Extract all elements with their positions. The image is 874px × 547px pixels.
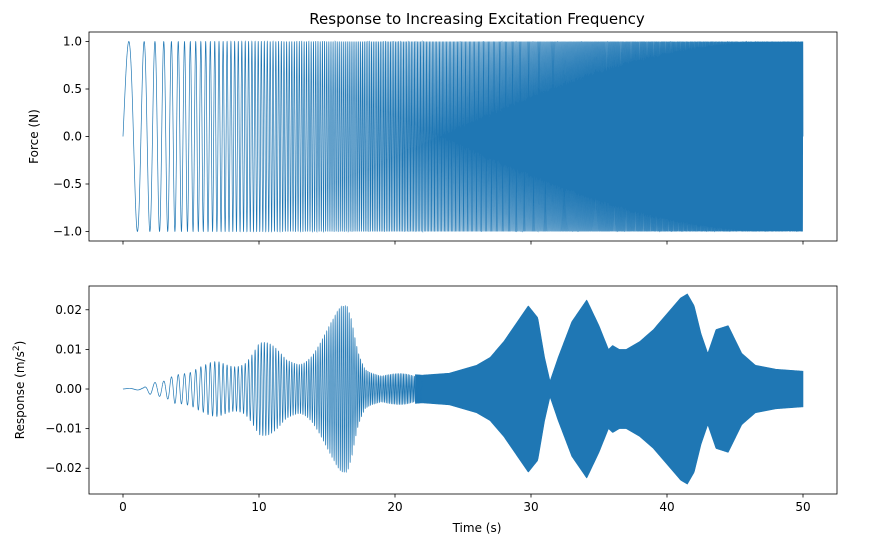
- y-tick-label: 0.5: [63, 82, 82, 96]
- y-tick-label: −1.0: [53, 225, 82, 239]
- x-tick-label: 30: [523, 500, 538, 514]
- y-tick-label: 0.0: [63, 130, 82, 144]
- y-tick-label: 1.0: [63, 35, 82, 49]
- response-series-fill: [415, 293, 804, 485]
- y-tick-label: 0.01: [55, 342, 82, 356]
- x-tick-label: 20: [387, 500, 402, 514]
- y-tick-label: 0.02: [55, 303, 82, 317]
- x-tick-label: 0: [119, 500, 127, 514]
- chart-title: Response to Increasing Excitation Freque…: [309, 10, 645, 28]
- response-ylabel: Response (m/s2): [12, 341, 27, 440]
- y-tick-label: 0.00: [55, 382, 82, 396]
- force-ylabel: Force (N): [27, 109, 41, 164]
- y-tick-label: −0.01: [45, 422, 82, 436]
- force-axes: 1.0 0.5 0.0 −0.5 −1.0 Force (N): [27, 31, 838, 245]
- x-tick-label: 40: [659, 500, 674, 514]
- y-tick-label: −0.5: [53, 177, 82, 191]
- response-series-line: [122, 304, 423, 474]
- response-xlabel: Time (s): [452, 521, 502, 535]
- force-series-line: [122, 40, 804, 233]
- response-axes-frame: [88, 285, 838, 495]
- x-tick-label: 10: [251, 500, 266, 514]
- x-tick-label: 50: [795, 500, 810, 514]
- y-tick-label: −0.02: [45, 461, 82, 475]
- response-axes: 0 10 20 30 40 50 0.02 0.01 0.00 −0.01 −0.02 Respo…: [12, 285, 838, 535]
